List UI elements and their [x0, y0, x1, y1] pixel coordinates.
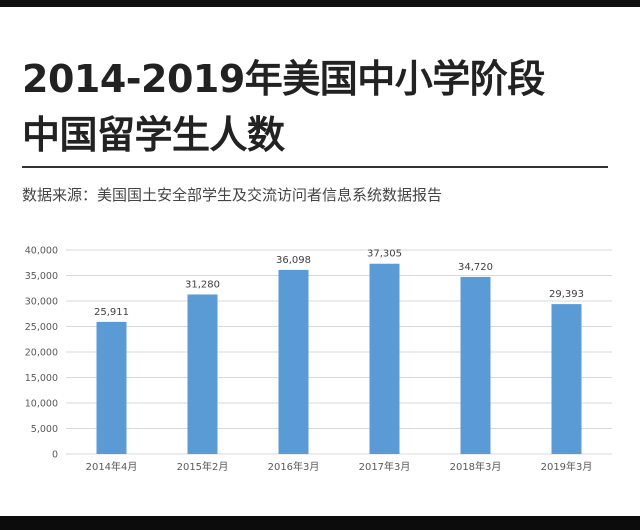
page-title-line-1: 2014-2019年美国中小学阶段	[22, 57, 545, 101]
bar-value-label: 37,305	[367, 249, 402, 260]
top-border	[0, 0, 640, 7]
y-axis-ticks: 0 5,000 10,000 15,000 20,000 25,000 30,000 35,0…	[25, 246, 58, 461]
page-title-line-2: 中国留学生人数	[22, 113, 285, 157]
title-divider	[22, 166, 608, 168]
x-tick-label: 2019年3月	[541, 460, 593, 473]
x-tick-label: 2016年3月	[268, 460, 320, 473]
y-tick-label: 35,000	[25, 271, 58, 282]
bar	[187, 294, 218, 454]
bar	[369, 263, 400, 454]
x-tick-label: 2014年4月	[86, 460, 138, 473]
gridlines	[66, 249, 612, 455]
bar-chart: 0 5,000 10,000 15,000 20,000 25,000 30,000 35,0…	[25, 246, 612, 473]
bars	[96, 263, 582, 454]
bar-value-label: 31,280	[185, 279, 220, 290]
bottom-border	[0, 516, 640, 530]
data-source-note: 数据来源：美国国土安全部学生及交流访问者信息系统数据报告	[22, 186, 443, 204]
y-tick-label: 25,000	[25, 322, 58, 333]
bar	[460, 276, 491, 454]
y-tick-label: 10,000	[25, 399, 58, 410]
y-tick-label: 30,000	[25, 297, 58, 308]
bar	[96, 321, 127, 454]
y-tick-label: 15,000	[25, 373, 58, 384]
y-tick-label: 0	[52, 450, 58, 461]
y-tick-label: 5,000	[31, 424, 58, 435]
bar	[278, 269, 309, 454]
x-tick-label: 2015年2月	[177, 460, 229, 473]
x-tick-label: 2018年3月	[450, 460, 502, 473]
y-tick-label: 40,000	[25, 246, 58, 257]
bar-value-label: 34,720	[458, 262, 493, 273]
bar-value-labels: 25,911 31,280 36,098 37,305 34,720 29,393	[94, 249, 584, 318]
bar-value-label: 25,911	[94, 307, 129, 318]
bar-value-label: 29,393	[549, 289, 584, 300]
y-tick-label: 20,000	[25, 348, 58, 359]
x-tick-label: 2017年3月	[359, 460, 411, 473]
bar	[551, 304, 582, 454]
x-axis-ticks: 2014年4月 2015年2月 2016年3月 2017年3月 2018年3月 2019年…	[86, 460, 593, 473]
bar-value-label: 36,098	[276, 255, 311, 266]
